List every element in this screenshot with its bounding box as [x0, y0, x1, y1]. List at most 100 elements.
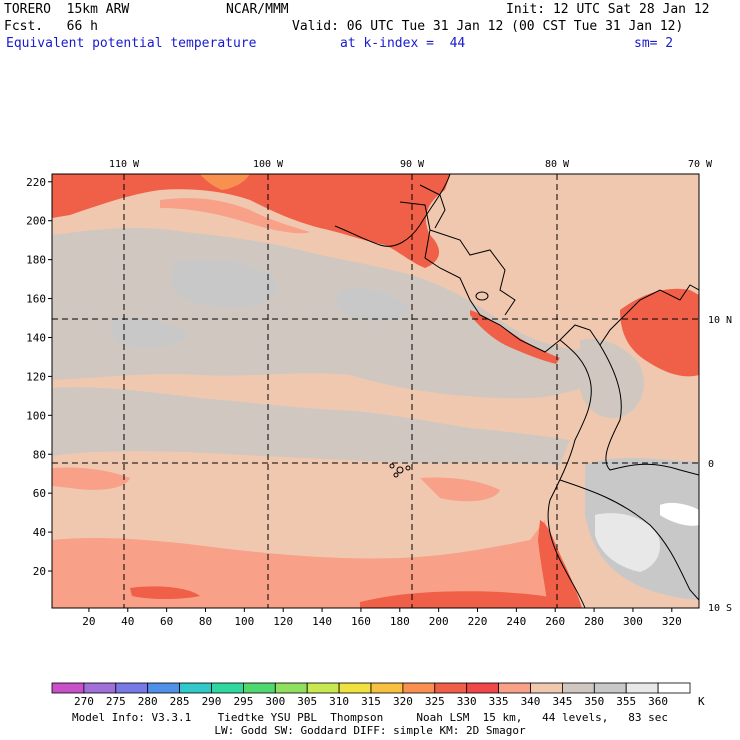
y-tick-label: 20	[33, 565, 46, 578]
colorbar-swatch	[211, 682, 244, 694]
x-tick-label: 320	[662, 615, 682, 628]
y-tick-label: 180	[26, 254, 46, 267]
coastline-south-america-west	[547, 339, 592, 608]
lon-label: 90 W	[400, 159, 425, 170]
colorbar-unit: K	[698, 695, 705, 708]
colorbar-swatch	[434, 682, 468, 694]
colorbar-label: 360	[648, 695, 668, 708]
field-band-335-340-inner	[160, 198, 310, 234]
colorbar-label: 280	[138, 695, 158, 708]
coastline-central-america	[399, 201, 699, 353]
colorbar-label: 355	[616, 695, 636, 708]
x-tick-label: 60	[160, 615, 173, 628]
colorbar-swatch	[242, 682, 276, 694]
y-grid-ticks: 220 200 180 160 140 120 100 80 60 40 20	[26, 176, 52, 578]
y-tick-label: 80	[33, 448, 46, 461]
coastline-mexico	[334, 174, 451, 247]
island-galapagos-a	[389, 463, 395, 469]
temperature-field	[52, 174, 699, 608]
colorbar-label: 300	[265, 695, 285, 708]
lake-nicaragua	[475, 291, 489, 301]
x-tick-label: 100	[234, 615, 254, 628]
colorbar-swatch	[593, 682, 627, 694]
model-name: TORERO 15km ARW	[4, 2, 130, 17]
lon-label: 110 W	[109, 159, 140, 170]
field-band-330-335-central-america	[470, 310, 560, 364]
colorbar-swatch	[625, 682, 659, 694]
x-tick-label: 200	[429, 615, 449, 628]
colorbar-label: 295	[233, 695, 253, 708]
colorbar-label: 315	[361, 695, 381, 708]
lon-label: 100 W	[253, 159, 284, 170]
x-tick-label: 160	[351, 615, 371, 628]
colorbar-label: 350	[584, 695, 604, 708]
colorbar-swatch	[530, 682, 563, 694]
colorbar-swatch	[338, 682, 372, 694]
field-band-345-350-south	[52, 387, 570, 465]
latitude-labels: 10 N 0 10 S	[708, 315, 732, 614]
field-patch-350-355-b	[336, 288, 410, 321]
field-band-330-335-peru-coast	[538, 520, 582, 608]
x-tick-label: 220	[468, 615, 488, 628]
field-band-330-335-south	[360, 591, 560, 608]
border-colombia	[599, 344, 699, 476]
colorbar-swatch	[51, 682, 85, 694]
colorbar-label: 310	[329, 695, 349, 708]
field-band-330-335-mexico	[52, 174, 450, 268]
colorbar-swatch	[657, 682, 691, 694]
colorbar	[51, 682, 691, 694]
colorbar-swatch	[306, 682, 340, 694]
y-tick-label: 120	[26, 370, 46, 383]
lat-label: 10 S	[708, 603, 732, 614]
colorbar-swatch	[274, 682, 308, 694]
colorbar-swatch	[466, 682, 500, 694]
longitude-labels: 110 W 100 W 90 W 80 W 70 W	[109, 159, 713, 170]
organization: NCAR/MMM	[226, 2, 289, 17]
colorbar-label: 275	[106, 695, 126, 708]
y-tick-label: 200	[26, 215, 46, 228]
y-tick-label: 60	[33, 487, 46, 500]
y-tick-label: 160	[26, 293, 46, 306]
valid-time: Valid: 06 UTC Tue 31 Jan 12 (00 CST Tue …	[292, 19, 684, 34]
lat-label: 10 N	[708, 315, 732, 326]
field-band-330-335-small	[130, 586, 200, 599]
x-tick-label: 20	[82, 615, 95, 628]
init-time: Init: 12 UTC Sat 28 Jan 12	[506, 2, 710, 17]
field-name: Equivalent potential temperature	[6, 36, 257, 51]
y-tick-label: 100	[26, 409, 46, 422]
level-info: at k-index = 44	[340, 36, 466, 51]
field-band-355-360-amazon	[595, 513, 660, 572]
colorbar-swatch	[562, 682, 595, 694]
field-band-335-340-south	[52, 520, 560, 608]
lon-label: 70 W	[688, 159, 713, 170]
smoothing-info: sm= 2	[634, 36, 674, 51]
coastlines	[334, 174, 699, 608]
border-yucatan	[419, 184, 446, 229]
colorbar-label: 320	[393, 695, 413, 708]
forecast-hour: Fcst. 66 h	[4, 19, 98, 34]
x-tick-label: 280	[584, 615, 604, 628]
model-info-line1: Model Info: V3.3.1 Tiedtke YSU PBL Thomp…	[71, 711, 669, 724]
island-galapagos-c	[405, 465, 411, 471]
field-patch-350-355-c	[110, 318, 190, 348]
colorbar-label: 330	[457, 695, 477, 708]
field-patch-350-355-a	[170, 259, 277, 309]
field-band-325-330-mexico	[200, 174, 250, 190]
colorbar-swatch	[179, 682, 212, 694]
colorbar-labels: 270 275 280 285 290 295 300 305 310 315 320 325 330 3…	[74, 695, 668, 708]
x-tick-label: 80	[199, 615, 212, 628]
field-band-335-340-mid	[420, 477, 500, 502]
lon-label: 80 W	[545, 159, 570, 170]
border-honduras-nicaragua	[429, 229, 516, 316]
model-info-line2: LW: Godd SW: Goddard DIFF: simple KM: 2D…	[214, 724, 526, 737]
colorbar-label: 285	[170, 695, 190, 708]
x-tick-label: 120	[273, 615, 293, 628]
lat-label: 0	[708, 459, 714, 470]
field-band-360-plus	[660, 502, 699, 526]
island-galapagos-b	[396, 466, 404, 474]
colorbar-swatch	[83, 682, 117, 694]
x-tick-label: 300	[623, 615, 643, 628]
colorbar-label: 270	[74, 695, 94, 708]
x-tick-label: 140	[312, 615, 332, 628]
colorbar-label: 340	[521, 695, 541, 708]
